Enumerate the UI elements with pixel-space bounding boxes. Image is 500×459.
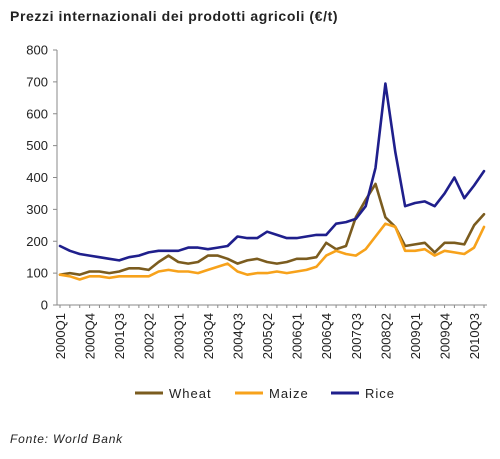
- legend-label-wheat: Wheat: [169, 386, 212, 401]
- series-line-wheat: [58, 182, 486, 277]
- series-line-rice: [58, 82, 486, 262]
- x-tick-label: 2009Q4: [438, 313, 453, 359]
- x-tick-label: 2002Q2: [142, 313, 157, 359]
- x-tick-label: 2001Q3: [112, 313, 127, 359]
- legend-label-rice: Rice: [365, 386, 395, 401]
- y-tick-label: 200: [26, 234, 48, 249]
- x-tick-label: 2009Q1: [408, 313, 423, 359]
- x-tick-label: 2010Q3: [467, 313, 482, 359]
- series-line-maize: [58, 222, 486, 281]
- x-tick-label: 2008Q2: [378, 313, 393, 359]
- x-tick-label: 2003Q4: [201, 313, 216, 359]
- x-tick-label: 2007Q3: [349, 313, 364, 359]
- series-lines: [58, 82, 486, 281]
- chart-title: Prezzi internazionali dei prodotti agric…: [10, 8, 339, 24]
- y-tick-label: 0: [41, 298, 48, 313]
- y-tick-label: 400: [26, 170, 48, 185]
- x-tick-label: 2003Q1: [171, 313, 186, 359]
- axes: [53, 49, 487, 308]
- x-tick-label: 2000Q4: [83, 313, 98, 359]
- x-tick-label: 2000Q1: [53, 313, 68, 359]
- y-tick-label: 700: [26, 74, 48, 89]
- x-tick-label: 2005Q2: [260, 313, 275, 359]
- y-tick-label: 300: [26, 202, 48, 217]
- y-tick-label: 500: [26, 138, 48, 153]
- x-tick-labels: 2000Q1 2000Q4 2001Q3 2002Q2 2003Q1 2003Q4 2004…: [53, 313, 482, 359]
- y-tick-label: 100: [26, 266, 48, 281]
- y-tick-label: 800: [26, 43, 48, 58]
- legend: Wheat Maize Rice: [135, 386, 395, 401]
- x-tick-label: 2006Q4: [319, 313, 334, 359]
- x-tick-label: 2004Q3: [230, 313, 245, 359]
- source-note: Fonte: World Bank: [10, 432, 123, 446]
- y-tick-labels: 0 100 200 300 400 500 600 700 800: [26, 43, 48, 313]
- x-tick-label: 2006Q1: [290, 313, 305, 359]
- y-tick-label: 600: [26, 106, 48, 121]
- legend-label-maize: Maize: [269, 386, 309, 401]
